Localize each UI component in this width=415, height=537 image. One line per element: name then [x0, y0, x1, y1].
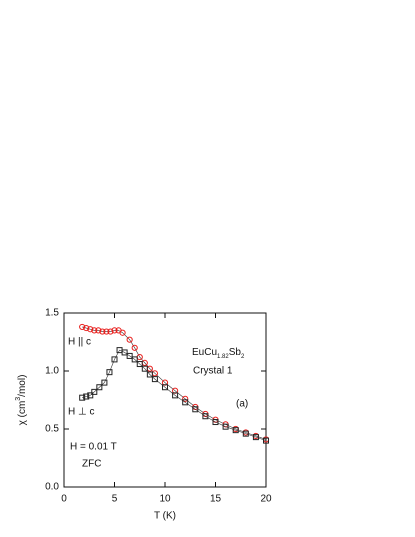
formula-part: EuCu — [192, 347, 217, 358]
x-tick-label: 0 — [61, 494, 67, 505]
y-label-part: χ (cm — [17, 401, 28, 426]
data-point — [136, 361, 143, 368]
data-point — [79, 394, 86, 401]
data-point — [182, 395, 189, 402]
data-point — [107, 328, 114, 335]
data-point — [126, 352, 133, 359]
x-tick-label: 20 — [260, 494, 272, 505]
data-point — [212, 419, 219, 426]
formula: EuCu1.82Sb2 — [192, 347, 245, 360]
data-point — [83, 393, 90, 400]
data-point — [96, 384, 103, 391]
formula-part: Sb — [229, 347, 242, 358]
data-point — [131, 356, 138, 363]
data-point — [263, 437, 269, 444]
annotation: H ⊥ c — [68, 407, 95, 418]
data-point — [252, 434, 259, 441]
data-point — [121, 349, 128, 356]
data-point — [172, 392, 179, 399]
data-point — [202, 413, 209, 420]
x-tick-label: 10 — [159, 494, 171, 505]
annotation: H || c — [68, 337, 91, 348]
data-point — [111, 327, 118, 334]
data-point — [87, 392, 94, 399]
y-tick-label: 1.0 — [45, 366, 59, 377]
y-axis-label: χ (cm3/mol) — [15, 375, 28, 426]
x-axis-label: T (K) — [154, 511, 176, 522]
data-point — [222, 423, 229, 430]
data-point — [242, 430, 249, 437]
data-point — [91, 388, 98, 395]
data-point — [111, 356, 118, 363]
x-tick-label: 15 — [210, 494, 222, 505]
data-point — [162, 384, 168, 391]
data-point — [151, 376, 158, 383]
annotation: ZFC — [82, 459, 101, 470]
data-point — [192, 406, 199, 413]
data-point — [126, 336, 133, 343]
data-point — [182, 399, 189, 406]
data-point — [146, 371, 153, 378]
data-point — [141, 365, 148, 372]
data-point — [95, 327, 102, 334]
y-tick-label: 0.5 — [45, 424, 59, 435]
data-point — [83, 324, 90, 332]
annotation: Crystal 1 — [193, 366, 233, 377]
x-tick-label: 5 — [112, 494, 118, 505]
data-point — [91, 327, 98, 334]
data-point — [103, 328, 110, 335]
annotation: (a) — [236, 399, 248, 410]
series-line — [82, 326, 267, 440]
series-line — [82, 349, 267, 441]
data-point — [101, 379, 108, 386]
y-tick-label: 1.5 — [45, 308, 59, 319]
data-point — [131, 344, 138, 351]
data-point — [99, 328, 106, 335]
y-label-sup: 3 — [15, 397, 22, 401]
annotation: H = 0.01 T — [70, 442, 117, 453]
formula-sub: 1.82 — [217, 354, 229, 360]
data-point — [79, 323, 86, 331]
data-point — [87, 326, 94, 333]
data-point — [106, 369, 113, 376]
y-tick-label: 0.0 — [45, 482, 59, 493]
data-point — [119, 329, 126, 336]
y-label-part: /mol) — [17, 375, 28, 397]
formula-sub: 2 — [241, 354, 245, 360]
data-point — [232, 427, 239, 434]
